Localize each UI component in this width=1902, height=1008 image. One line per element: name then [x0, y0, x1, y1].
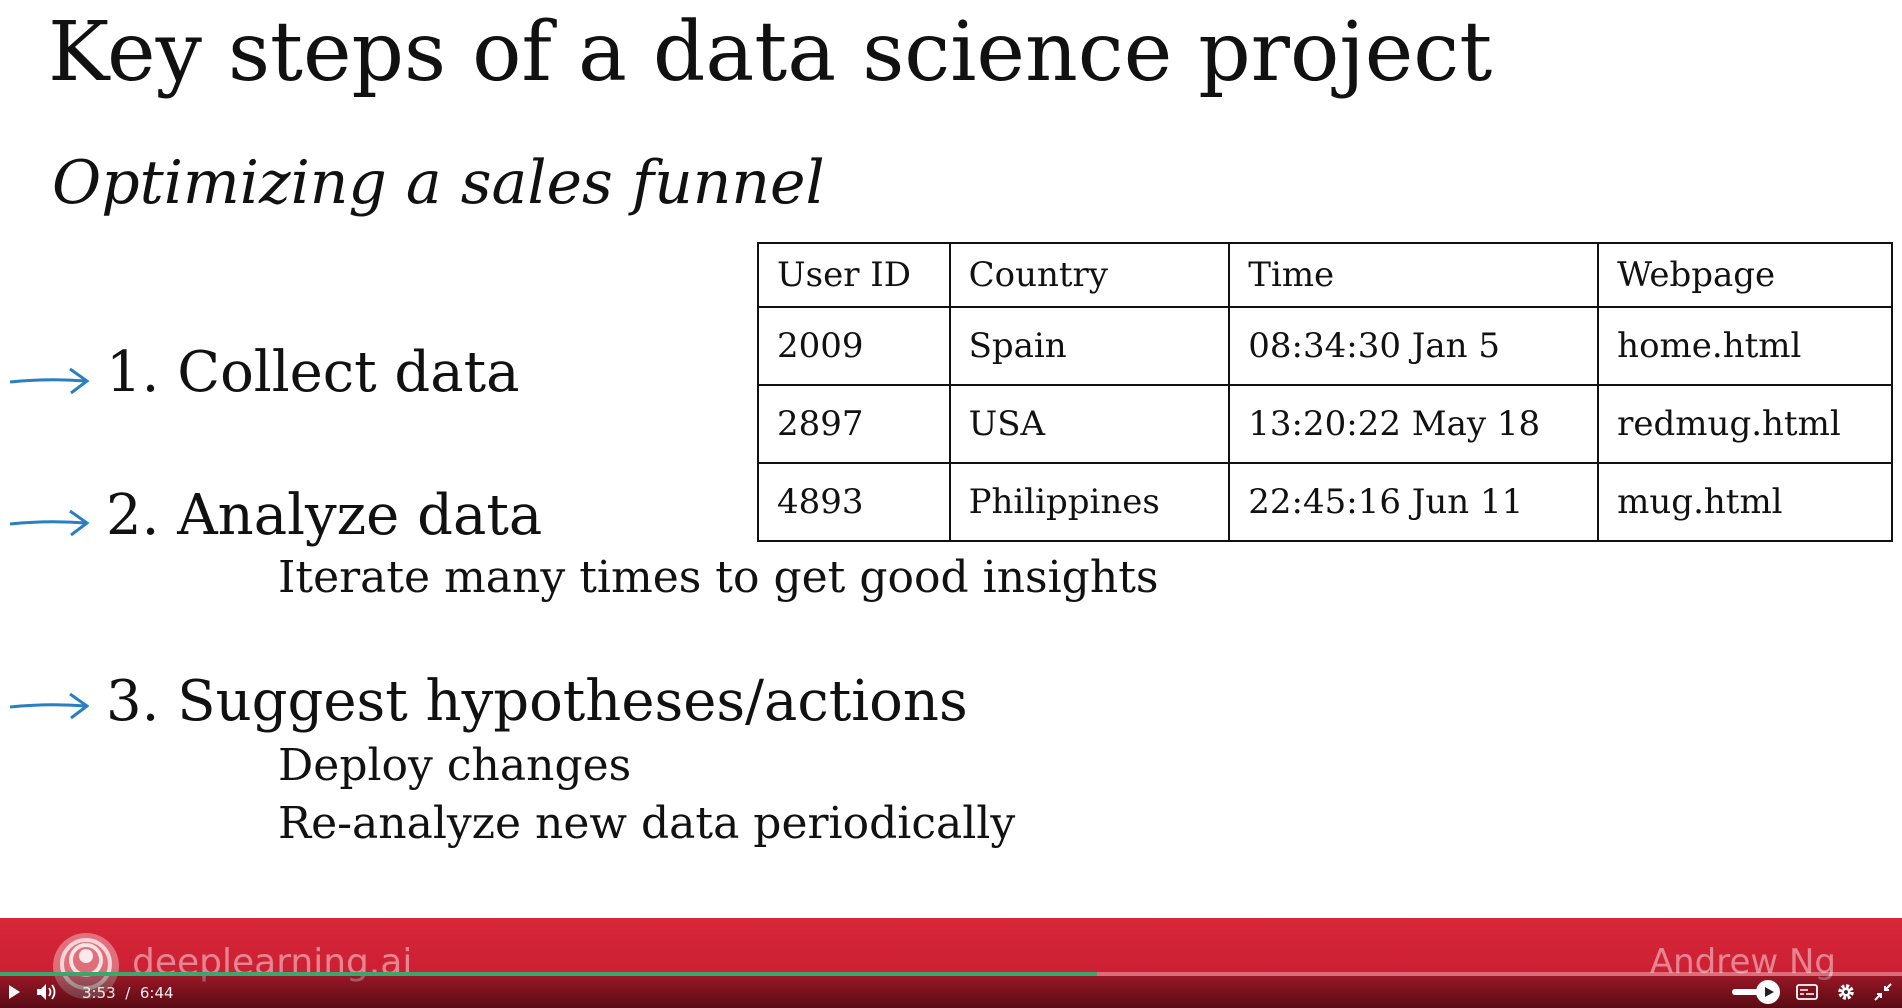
table-cell: home.html [1597, 306, 1893, 386]
captions-icon[interactable] [1796, 983, 1818, 1001]
volume-icon[interactable] [36, 983, 58, 1001]
step-3-label: 3. Suggest hypotheses/actions [106, 669, 968, 734]
table-cell: Philippines [948, 462, 1231, 542]
table-cell: 2897 [757, 384, 951, 464]
step-3-detail: Deploy changes [278, 740, 632, 791]
slide-subtitle: Optimizing a sales funnel [52, 148, 825, 218]
video-controls: 3:53 / 6:44 [0, 976, 1902, 1008]
settings-icon[interactable] [1836, 982, 1856, 1002]
play-icon[interactable] [6, 984, 22, 1000]
time-display: 3:53 / 6:44 [82, 984, 174, 1002]
author-name: Andrew Ng [1649, 942, 1836, 982]
step-2-label: 2. Analyze data [106, 483, 543, 548]
table-row: 4893 Philippines 22:45:16 Jun 11 mug.htm… [757, 462, 1893, 542]
current-time: 3:53 [82, 984, 116, 1002]
step-2-detail: Iterate many times to get good insights [278, 552, 1159, 603]
table-header: Webpage [1597, 242, 1893, 308]
slide-title: Key steps of a data science project [48, 5, 1493, 100]
volume-slider-handle[interactable] [1756, 980, 1780, 1004]
table-row: 2009 Spain 08:34:30 Jan 5 home.html [757, 306, 1893, 386]
step-1-label: 1. Collect data [106, 340, 520, 405]
table-cell: redmug.html [1597, 384, 1893, 464]
table-cell: 13:20:22 May 18 [1228, 384, 1600, 464]
progress-bar-fill [0, 972, 1098, 976]
time-separator: / [125, 984, 131, 1002]
step-3-detail: Re-analyze new data periodically [278, 798, 1016, 849]
table-cell: mug.html [1597, 462, 1893, 542]
arrow-icon [9, 509, 90, 537]
table-cell: 22:45:16 Jun 11 [1228, 462, 1600, 542]
arrow-icon [9, 367, 90, 395]
table-header: Time [1228, 242, 1600, 308]
play-icon [1765, 987, 1774, 997]
table-cell: 4893 [757, 462, 951, 542]
table-header: User ID [757, 242, 951, 308]
table-cell: 2009 [757, 306, 951, 386]
exit-fullscreen-icon[interactable] [1874, 983, 1892, 1001]
table-cell: USA [948, 384, 1231, 464]
sales-funnel-table: User ID Country Time Webpage 2009 Spain … [757, 242, 1893, 542]
table-cell: 08:34:30 Jan 5 [1228, 306, 1600, 386]
table-row: 2897 USA 13:20:22 May 18 redmug.html [757, 384, 1893, 464]
duration: 6:44 [139, 984, 174, 1002]
table-header: Country [948, 242, 1231, 308]
table-cell: Spain [948, 306, 1231, 386]
arrow-icon [9, 692, 90, 720]
table-header-row: User ID Country Time Webpage [757, 242, 1893, 308]
